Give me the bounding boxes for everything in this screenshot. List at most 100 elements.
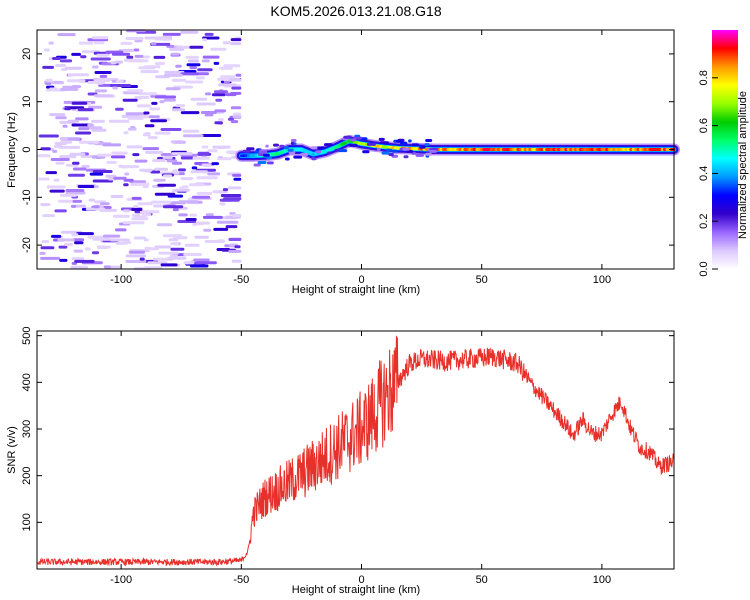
spectrogram-noise-cells <box>37 29 242 271</box>
noise-cell <box>186 63 201 67</box>
noise-cell <box>134 39 143 43</box>
noise-cell <box>192 195 211 199</box>
noise-cell <box>132 153 140 157</box>
noise-cell <box>197 151 210 155</box>
noise-cell <box>211 93 226 97</box>
noise-cell <box>233 112 242 116</box>
snr-x-ticks: -100 -50 0 50 100 <box>110 331 611 586</box>
noise-cell <box>99 74 108 78</box>
noise-cell <box>52 57 61 60</box>
ridge-speckle <box>324 143 333 147</box>
colorbar-gradient <box>712 30 738 269</box>
noise-cell <box>201 111 217 114</box>
spectrogram-x-axis-label: Height of straight line (km) <box>292 284 420 296</box>
noise-cell <box>175 104 186 108</box>
noise-cell <box>222 188 229 192</box>
ridge-speckle <box>290 139 297 142</box>
noise-cell <box>161 37 170 41</box>
noise-cell <box>127 116 144 120</box>
noise-cell <box>92 205 100 209</box>
noise-cell <box>74 259 95 263</box>
noise-cell <box>121 165 128 169</box>
noise-cell <box>162 174 173 178</box>
noise-cell <box>143 111 150 115</box>
noise-cell <box>48 41 54 45</box>
y-tick-label: 200 <box>21 466 33 484</box>
noise-cell <box>178 168 186 172</box>
noise-cell <box>165 87 181 91</box>
ridge-speckle <box>311 157 317 161</box>
ridge-speckle <box>419 144 423 148</box>
noise-cell <box>71 257 85 261</box>
noise-cell <box>141 213 152 217</box>
noise-cell <box>231 86 242 90</box>
noise-cell <box>201 134 222 137</box>
ridge-speckle <box>266 161 274 165</box>
ridge-speckle <box>350 138 356 142</box>
noise-cell <box>235 73 242 77</box>
noise-cell <box>166 159 177 163</box>
noise-cell <box>120 41 133 45</box>
noise-cell <box>65 191 86 195</box>
noise-cell <box>133 48 140 52</box>
noise-cell <box>172 169 178 173</box>
noise-cell <box>170 52 180 56</box>
noise-cell <box>201 163 211 167</box>
noise-cell <box>71 238 85 242</box>
noise-cell <box>217 77 230 81</box>
ridge-speckle <box>300 153 309 156</box>
noise-cell <box>195 76 205 80</box>
noise-cell <box>138 66 156 70</box>
y-tick-label: -10 <box>21 189 33 205</box>
noise-cell <box>196 102 216 106</box>
ridge-speckle <box>391 149 398 153</box>
noise-cell <box>59 59 73 63</box>
x-tick-label: 100 <box>593 274 611 286</box>
noise-cell <box>40 203 51 207</box>
noise-cell <box>70 265 88 269</box>
noise-cell <box>122 98 138 102</box>
noise-cell <box>58 145 81 149</box>
noise-cell <box>126 55 134 59</box>
noise-cell <box>183 253 202 256</box>
noise-cell <box>92 237 111 241</box>
colorbar-ticks: 0.0 0.2 0.4 0.6 0.8 <box>698 70 718 277</box>
noise-cell <box>96 81 104 85</box>
ridge-speckle <box>425 152 432 156</box>
noise-cell <box>93 41 105 45</box>
colorbar-tick-label: 0.8 <box>698 70 710 85</box>
noise-cell <box>72 199 83 203</box>
ridge-speckle <box>257 161 267 164</box>
noise-cell <box>225 225 238 229</box>
noise-cell <box>144 124 155 128</box>
noise-cell <box>171 152 193 156</box>
noise-cell <box>223 64 241 68</box>
spectrogram-ridge <box>235 134 680 167</box>
noise-cell <box>131 208 143 211</box>
noise-cell <box>40 246 55 250</box>
noise-cell <box>115 80 124 83</box>
noise-cell <box>41 240 50 244</box>
noise-cell <box>216 157 232 161</box>
noise-cell <box>188 183 205 187</box>
noise-cell <box>216 220 239 224</box>
noise-cell <box>160 128 182 131</box>
noise-cell <box>123 131 129 135</box>
noise-cell <box>192 156 210 160</box>
noise-cell <box>105 174 117 178</box>
noise-cell <box>162 32 181 36</box>
noise-cell <box>189 45 204 49</box>
noise-cell <box>223 80 230 84</box>
noise-cell <box>52 149 58 153</box>
noise-cell <box>112 214 130 218</box>
noise-cell <box>230 106 242 110</box>
noise-cell <box>49 113 66 117</box>
ridge-speckle <box>366 142 376 146</box>
noise-cell <box>71 85 82 89</box>
noise-cell <box>62 85 73 89</box>
noise-cell <box>139 168 153 172</box>
noise-cell <box>38 177 50 181</box>
noise-cell <box>164 70 185 74</box>
ridge-speckle <box>376 147 381 151</box>
